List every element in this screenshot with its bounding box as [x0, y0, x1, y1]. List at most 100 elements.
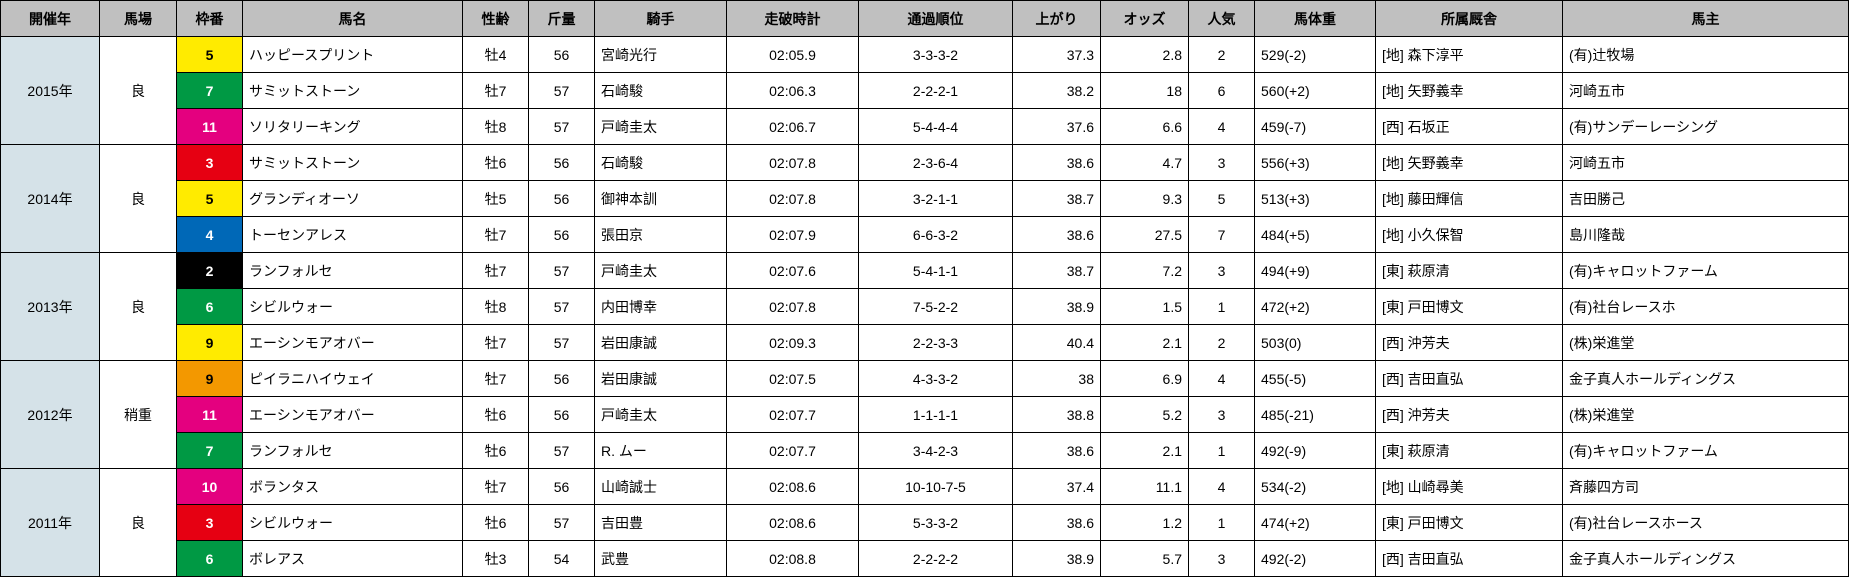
time: 02:07.9: [727, 217, 859, 253]
col-header-2: 枠番: [177, 1, 243, 37]
body-weight: 556(+3): [1255, 145, 1376, 181]
stable: [東] 戸田博文: [1376, 505, 1563, 541]
body-weight: 492(-2): [1255, 541, 1376, 577]
last-3f: 37.4: [1013, 469, 1101, 505]
track-cell: 良: [100, 253, 177, 361]
carry-weight: 54: [529, 541, 595, 577]
time: 02:08.6: [727, 505, 859, 541]
gate-cell: 7: [177, 433, 243, 469]
owner: (有)キャロットファーム: [1563, 253, 1849, 289]
horse-name: ランフォルセ: [243, 433, 463, 469]
carry-weight: 56: [529, 181, 595, 217]
table-body: 2015年良5ハッピースプリント牡456宮崎光行02:05.93-3-3-237…: [1, 37, 1849, 577]
jockey: 石崎駿: [595, 73, 727, 109]
table-row: 4トーセンアレス牡756張田京02:07.96-6-3-238.627.5748…: [1, 217, 1849, 253]
owner: 河崎五市: [1563, 73, 1849, 109]
jockey: 岩田康誠: [595, 325, 727, 361]
stable: [西] 沖芳夫: [1376, 397, 1563, 433]
gate-cell: 6: [177, 289, 243, 325]
table-row: 2014年良3サミットストーン牡656石崎駿02:07.82-3-6-438.6…: [1, 145, 1849, 181]
year-cell: 2013年: [1, 253, 100, 361]
stable: [地] 矢野義幸: [1376, 73, 1563, 109]
odds: 5.2: [1101, 397, 1189, 433]
last-3f: 37.6: [1013, 109, 1101, 145]
body-weight: 472(+2): [1255, 289, 1376, 325]
owner: (有)サンデーレーシング: [1563, 109, 1849, 145]
popularity: 4: [1189, 361, 1255, 397]
body-weight: 474(+2): [1255, 505, 1376, 541]
horse-name: トーセンアレス: [243, 217, 463, 253]
col-header-10: オッズ: [1101, 1, 1189, 37]
jockey: 吉田豊: [595, 505, 727, 541]
body-weight: 503(0): [1255, 325, 1376, 361]
pass-order: 3-2-1-1: [859, 181, 1013, 217]
table-row: 6シビルウォー牡857内田博幸02:07.87-5-2-238.91.51472…: [1, 289, 1849, 325]
odds: 2.8: [1101, 37, 1189, 73]
owner: (株)栄進堂: [1563, 325, 1849, 361]
body-weight: 529(-2): [1255, 37, 1376, 73]
stable: [東] 萩原清: [1376, 433, 1563, 469]
col-header-0: 開催年: [1, 1, 100, 37]
last-3f: 38.9: [1013, 541, 1101, 577]
popularity: 3: [1189, 541, 1255, 577]
owner: (株)栄進堂: [1563, 397, 1849, 433]
popularity: 2: [1189, 37, 1255, 73]
popularity: 4: [1189, 469, 1255, 505]
carry-weight: 56: [529, 469, 595, 505]
time: 02:07.8: [727, 181, 859, 217]
col-header-6: 騎手: [595, 1, 727, 37]
jockey: 戸崎圭太: [595, 397, 727, 433]
pass-order: 5-4-4-4: [859, 109, 1013, 145]
col-header-3: 馬名: [243, 1, 463, 37]
owner: 斉藤四方司: [1563, 469, 1849, 505]
owner: (有)キャロットファーム: [1563, 433, 1849, 469]
pass-order: 2-2-3-3: [859, 325, 1013, 361]
odds: 7.2: [1101, 253, 1189, 289]
gate-cell: 10: [177, 469, 243, 505]
jockey: 戸崎圭太: [595, 109, 727, 145]
year-cell: 2012年: [1, 361, 100, 469]
odds: 4.7: [1101, 145, 1189, 181]
body-weight: 484(+5): [1255, 217, 1376, 253]
sex-age: 牡8: [463, 109, 529, 145]
sex-age: 牡7: [463, 253, 529, 289]
popularity: 5: [1189, 181, 1255, 217]
odds: 2.1: [1101, 433, 1189, 469]
sex-age: 牡7: [463, 217, 529, 253]
last-3f: 38.6: [1013, 433, 1101, 469]
popularity: 4: [1189, 109, 1255, 145]
carry-weight: 56: [529, 361, 595, 397]
results-table: 開催年馬場枠番馬名性齢斤量騎手走破時計通過順位上がりオッズ人気馬体重所属厩舎馬主…: [0, 0, 1849, 577]
jockey: 宮崎光行: [595, 37, 727, 73]
time: 02:08.8: [727, 541, 859, 577]
popularity: 7: [1189, 217, 1255, 253]
odds: 6.9: [1101, 361, 1189, 397]
time: 02:07.8: [727, 289, 859, 325]
track-cell: 良: [100, 469, 177, 577]
sex-age: 牡6: [463, 505, 529, 541]
owner: 吉田勝己: [1563, 181, 1849, 217]
table-row: 2012年稍重9ピイラニハイウェイ牡756岩田康誠02:07.54-3-3-23…: [1, 361, 1849, 397]
table-row: 3シビルウォー牡657吉田豊02:08.65-3-3-238.61.21474(…: [1, 505, 1849, 541]
last-3f: 38.6: [1013, 505, 1101, 541]
col-header-5: 斤量: [529, 1, 595, 37]
gate-cell: 3: [177, 505, 243, 541]
carry-weight: 56: [529, 217, 595, 253]
time: 02:07.7: [727, 433, 859, 469]
gate-cell: 3: [177, 145, 243, 181]
jockey: 武豊: [595, 541, 727, 577]
body-weight: 492(-9): [1255, 433, 1376, 469]
time: 02:06.7: [727, 109, 859, 145]
table-row: 11エーシンモアオバー牡656戸崎圭太02:07.71-1-1-138.85.2…: [1, 397, 1849, 433]
horse-name: シビルウォー: [243, 505, 463, 541]
horse-name: エーシンモアオバー: [243, 325, 463, 361]
col-header-14: 馬主: [1563, 1, 1849, 37]
body-weight: 455(-5): [1255, 361, 1376, 397]
sex-age: 牡7: [463, 325, 529, 361]
col-header-9: 上がり: [1013, 1, 1101, 37]
stable: [西] 吉田直弘: [1376, 541, 1563, 577]
stable: [東] 戸田博文: [1376, 289, 1563, 325]
last-3f: 38.9: [1013, 289, 1101, 325]
last-3f: 38.7: [1013, 253, 1101, 289]
sex-age: 牡6: [463, 433, 529, 469]
